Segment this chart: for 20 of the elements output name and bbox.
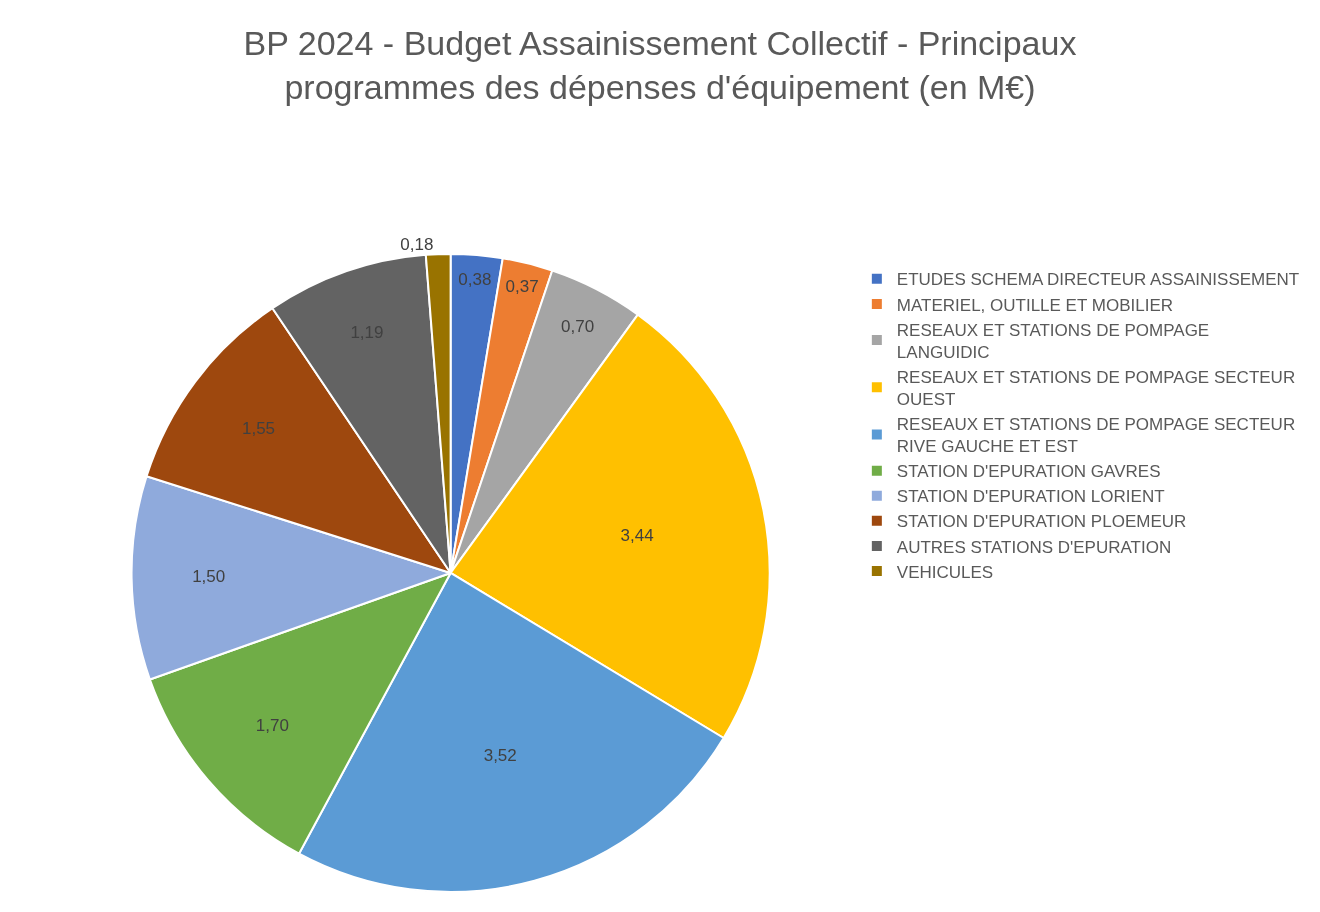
legend-label: MATERIEL, OUTILLE ET MOBILIER (896, 295, 1174, 315)
data-label: 1,50 (192, 567, 226, 587)
data-label: 0,37 (505, 276, 539, 296)
data-label: 1,70 (255, 716, 289, 736)
data-label: 1,55 (241, 419, 276, 439)
legend-label: STATION D'EPURATION GAVRES (896, 462, 1161, 482)
chart-title: BP 2024 - Budget Assainissement Collectif - Principaux programmes des dépenses d'équipement (en M€) (243, 23, 1077, 106)
legend-label: VEHICULES (896, 562, 994, 582)
legend-label: RESEAUX ET STATIONS DE POMPAGE LANGUIDIC (896, 320, 1210, 362)
data-label: 3,52 (483, 745, 517, 765)
legend-label: STATION D'EPURATION PLOEMEUR (896, 512, 1187, 532)
data-label: 0,18 (400, 235, 434, 255)
legend-label: STATION D'EPURATION LORIENT (896, 487, 1165, 507)
data-label: 0,70 (561, 316, 595, 336)
legend-label: ETUDES SCHEMA DIRECTEUR ASSAINISSEMENT (896, 270, 1300, 290)
legend-label: RESEAUX ET STATIONS DE POMPAGE SECTEUR RIVE GAUCHE ET EST (896, 415, 1296, 457)
data-label: 3,44 (620, 525, 654, 545)
data-label: 0,38 (458, 269, 492, 289)
legend-label: RESEAUX ET STATIONS DE POMPAGE SECTEUR OUEST (896, 367, 1296, 409)
legend-label: AUTRES STATIONS D'EPURATION (896, 537, 1172, 557)
